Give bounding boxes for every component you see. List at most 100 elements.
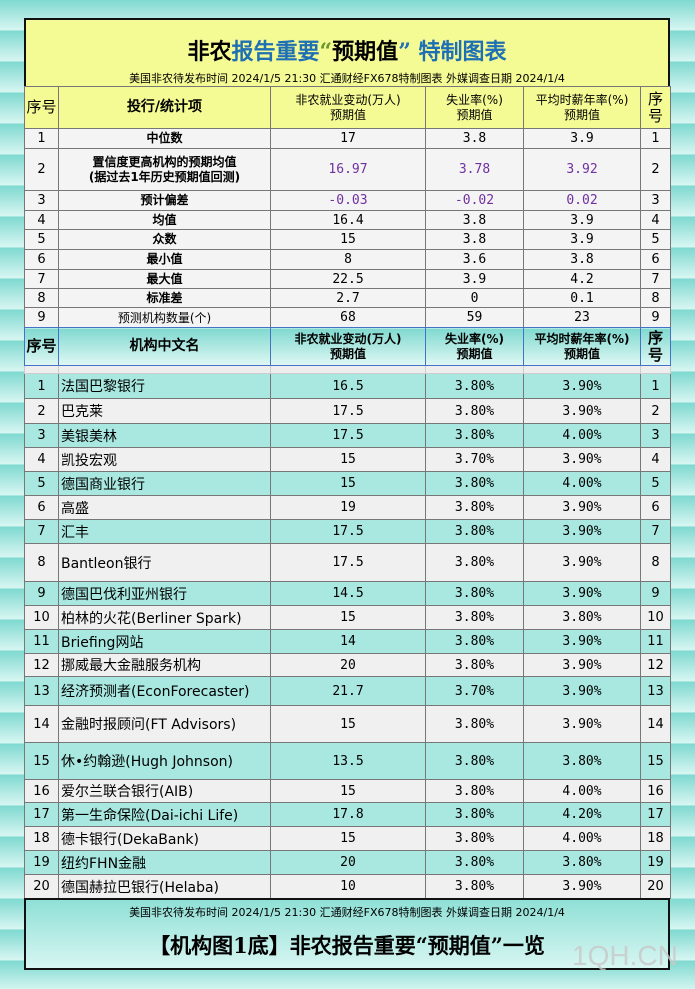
- cell-wage-growth: 3.90%: [523, 519, 641, 544]
- cell-index: 2: [24, 398, 59, 424]
- cell-name: 巴克莱: [58, 398, 271, 424]
- cell-index-right: 10: [640, 605, 671, 630]
- cell-index-right: 17: [640, 802, 671, 827]
- cell-name: 金融时报顾问(FT Advisors): [58, 705, 271, 743]
- cell-name: 凯投宏观: [58, 447, 271, 472]
- cell-nfp: 19: [270, 495, 426, 520]
- cell-nfp: 15: [270, 605, 426, 630]
- cell-index-right: 6: [640, 495, 671, 520]
- cell-index-right: 11: [640, 629, 671, 654]
- table-row: 19 纽约FHN金融 20 3.80% 3.80% 19: [24, 850, 671, 875]
- stats-index-right: 2: [640, 148, 671, 191]
- stats-index: 1: [24, 128, 59, 149]
- cell-name: 德国巴伐利亚州银行: [58, 581, 271, 606]
- cell-index-right: 3: [640, 423, 671, 448]
- stats-index-right: 1: [640, 128, 671, 149]
- cell-unemployment: 3.70%: [425, 447, 524, 472]
- cell-index: 18: [24, 826, 59, 851]
- filter-dropdown-unemployment[interactable]: [425, 365, 524, 374]
- cell-name: 美银美林: [58, 423, 271, 448]
- cell-name: 汇丰: [58, 519, 271, 544]
- page-subtitle: 美国非农待发布时间 2024/1/5 21:30 汇通财经FX678特制图表 外…: [129, 72, 565, 85]
- stats-index-right: 9: [640, 307, 671, 328]
- watermark: 1QH.CN: [572, 940, 678, 971]
- stats-index: 6: [24, 249, 59, 270]
- cell-index-right: 7: [640, 519, 671, 544]
- stats-wage-growth: 3.9: [523, 229, 641, 250]
- cell-index-right: 15: [640, 742, 671, 780]
- cell-name: 德国赫拉巴银行(Helaba): [58, 874, 271, 899]
- stats-name: 均值: [58, 210, 271, 230]
- cell-index: 11: [24, 629, 59, 654]
- stats-name: 最小值: [58, 249, 271, 270]
- stats-unemployment: -0.02: [425, 190, 524, 211]
- table-row: 15 休•约翰逊(Hugh Johnson) 13.5 3.80% 3.80% 15: [24, 742, 671, 780]
- cell-name: 挪威最大金融服务机构: [58, 653, 271, 677]
- header-nfp: 非农就业变动(万人) 预期值: [270, 86, 426, 129]
- cell-index-right: 9: [640, 581, 671, 606]
- cell-index: 4: [24, 447, 59, 472]
- table-row: 10 柏林的火花(Berliner Spark) 15 3.80% 3.80% 10: [24, 605, 671, 630]
- stats-row: 7 最大值 22.5 3.9 4.2 7: [24, 269, 671, 289]
- stats-index-right: 4: [640, 210, 671, 230]
- cell-wage-growth: 3.90%: [523, 676, 641, 706]
- filter-row: [24, 365, 671, 374]
- cell-nfp: 17.5: [270, 519, 426, 544]
- cell-wage-growth: 3.90%: [523, 629, 641, 654]
- stats-unemployment: 59: [425, 307, 524, 328]
- table-row: 12 挪威最大金融服务机构 20 3.80% 3.90% 12: [24, 653, 671, 677]
- cell-unemployment: 3.80%: [425, 423, 524, 448]
- filter-dropdown-name[interactable]: [58, 365, 271, 374]
- cell-name: 高盛: [58, 495, 271, 520]
- stats-index: 2: [24, 148, 59, 191]
- cell-index-right: 1: [640, 373, 671, 399]
- filter-dropdown-index-right[interactable]: [640, 365, 671, 374]
- cell-unemployment: 3.80%: [425, 495, 524, 520]
- cell-unemployment: 3.80%: [425, 653, 524, 677]
- cell-nfp: 15: [270, 471, 426, 496]
- cell-index: 7: [24, 519, 59, 544]
- cell-nfp: 15: [270, 705, 426, 743]
- cell-index-right: 2: [640, 398, 671, 424]
- footer-title: 【机构图1底】非农报告重要“预期值”一览: [149, 933, 545, 958]
- filter-dropdown-wage-growth[interactable]: [523, 365, 641, 374]
- filter-dropdown-nfp[interactable]: [270, 365, 426, 374]
- filter-dropdown-index[interactable]: [24, 365, 59, 374]
- cell-unemployment: 3.80%: [425, 850, 524, 875]
- table-row: 3 美银美林 17.5 3.80% 4.00% 3: [24, 423, 671, 448]
- cell-unemployment: 3.80%: [425, 705, 524, 743]
- stats-nfp: 8: [270, 249, 426, 270]
- table-row: 6 高盛 19 3.80% 3.90% 6: [24, 495, 671, 520]
- cell-unemployment: 3.80%: [425, 779, 524, 803]
- stats-wage-growth: 3.9: [523, 128, 641, 149]
- cell-nfp: 10: [270, 874, 426, 899]
- cell-wage-growth: 4.20%: [523, 802, 641, 827]
- table-row: 4 凯投宏观 15 3.70% 3.90% 4: [24, 447, 671, 472]
- table-row: 5 德国商业银行 15 3.80% 4.00% 5: [24, 471, 671, 496]
- cell-nfp: 21.7: [270, 676, 426, 706]
- cell-index: 12: [24, 653, 59, 677]
- stats-table: 序号 投行/统计项 非农就业变动(万人) 预期值 失业率(%) 预期值 平均时薪年率(%…: [24, 86, 671, 328]
- cell-wage-growth: 3.90%: [523, 653, 641, 677]
- cell-nfp: 15: [270, 826, 426, 851]
- cell-unemployment: 3.80%: [425, 802, 524, 827]
- report-footer: 美国非农待发布时间 2024/1/5 21:30 汇通财经FX678特制图表 外…: [24, 898, 670, 970]
- cell-wage-growth: 3.80%: [523, 605, 641, 630]
- cell-index: 15: [24, 742, 59, 780]
- stats-nfp: 16.4: [270, 210, 426, 230]
- cell-wage-growth: 4.00%: [523, 826, 641, 851]
- table-row: 11 Briefing网站 14 3.80% 3.90% 11: [24, 629, 671, 654]
- cell-wage-growth: 3.90%: [523, 581, 641, 606]
- cell-name: 爱尔兰联合银行(AIB): [58, 779, 271, 803]
- cell-index-right: 18: [640, 826, 671, 851]
- cell-name: 法国巴黎银行: [58, 373, 271, 399]
- stats-row: 9 预测机构数量(个) 68 59 23 9: [24, 307, 671, 328]
- header-unemployment: 失业率(%) 预期值: [425, 86, 524, 129]
- cell-index: 3: [24, 423, 59, 448]
- cell-name: Bantleon银行: [58, 543, 271, 582]
- cell-nfp: 14: [270, 629, 426, 654]
- table-row: 7 汇丰 17.5 3.80% 3.90% 7: [24, 519, 671, 544]
- header-wage-growth: 平均时薪年率(%) 预期值: [523, 86, 641, 129]
- cell-nfp: 20: [270, 653, 426, 677]
- cell-nfp: 14.5: [270, 581, 426, 606]
